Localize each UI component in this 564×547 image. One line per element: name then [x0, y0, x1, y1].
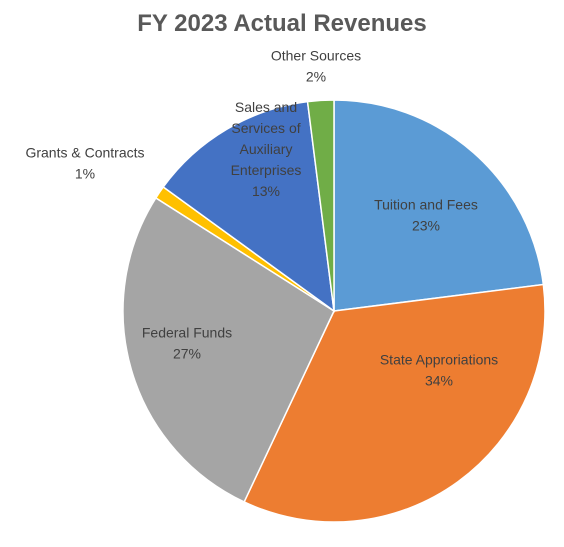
pie-slice-label-line: Tuition and Fees	[374, 197, 478, 213]
pie-slice-label-other-sources: Other Sources 2%	[271, 48, 361, 85]
pie-slice-label-line: Other Sources	[271, 48, 361, 64]
pie-slice-label-federal-funds: Federal Funds 27%	[142, 325, 232, 362]
pie-slice-label-line: Enterprises	[231, 162, 302, 178]
pie-slice-label-tuition-and-fees: Tuition and Fees 23%	[374, 197, 478, 234]
pie-slice-label-line: Auxiliary	[240, 141, 293, 157]
pie-slice-other-sources	[306, 99, 335, 312]
pie-slice-label-sales-and-services-of-auxiliary-enterprises: Sales and Services of Auxiliary Enterprises…	[231, 99, 302, 199]
pie-slice-label-line: 13%	[252, 183, 280, 199]
pie-slice-label-state-approriations: State Approriations 34%	[380, 352, 498, 389]
pie-slice-label-line: 34%	[425, 373, 453, 389]
pie-slice-label-line: Grants & Contracts	[25, 145, 144, 161]
pie-slice-label-line: Sales and	[235, 99, 297, 115]
pie-slice-label-line: 27%	[173, 346, 201, 362]
pie-slice-label-line: State Approriations	[380, 352, 498, 368]
pie-slice-tuition-and-fees	[333, 99, 545, 312]
chart-title: FY 2023 Actual Revenues	[137, 10, 427, 37]
pie-slice-sales-and-services-of-auxiliary-enterprises	[162, 100, 335, 313]
pie-slice-label-line: 23%	[412, 218, 440, 234]
pie-slice-federal-funds	[122, 196, 335, 503]
pie-slice-label-grants-contracts: Grants & Contracts 1%	[25, 145, 144, 182]
pie-slice-label-line: 2%	[306, 69, 326, 85]
pie-slice-label-line: Services of	[231, 120, 300, 136]
pie-slice-state-approriations	[243, 283, 546, 523]
pie-slice-label-line: Federal Funds	[142, 325, 232, 341]
pie-slice-label-line: 1%	[75, 166, 95, 182]
